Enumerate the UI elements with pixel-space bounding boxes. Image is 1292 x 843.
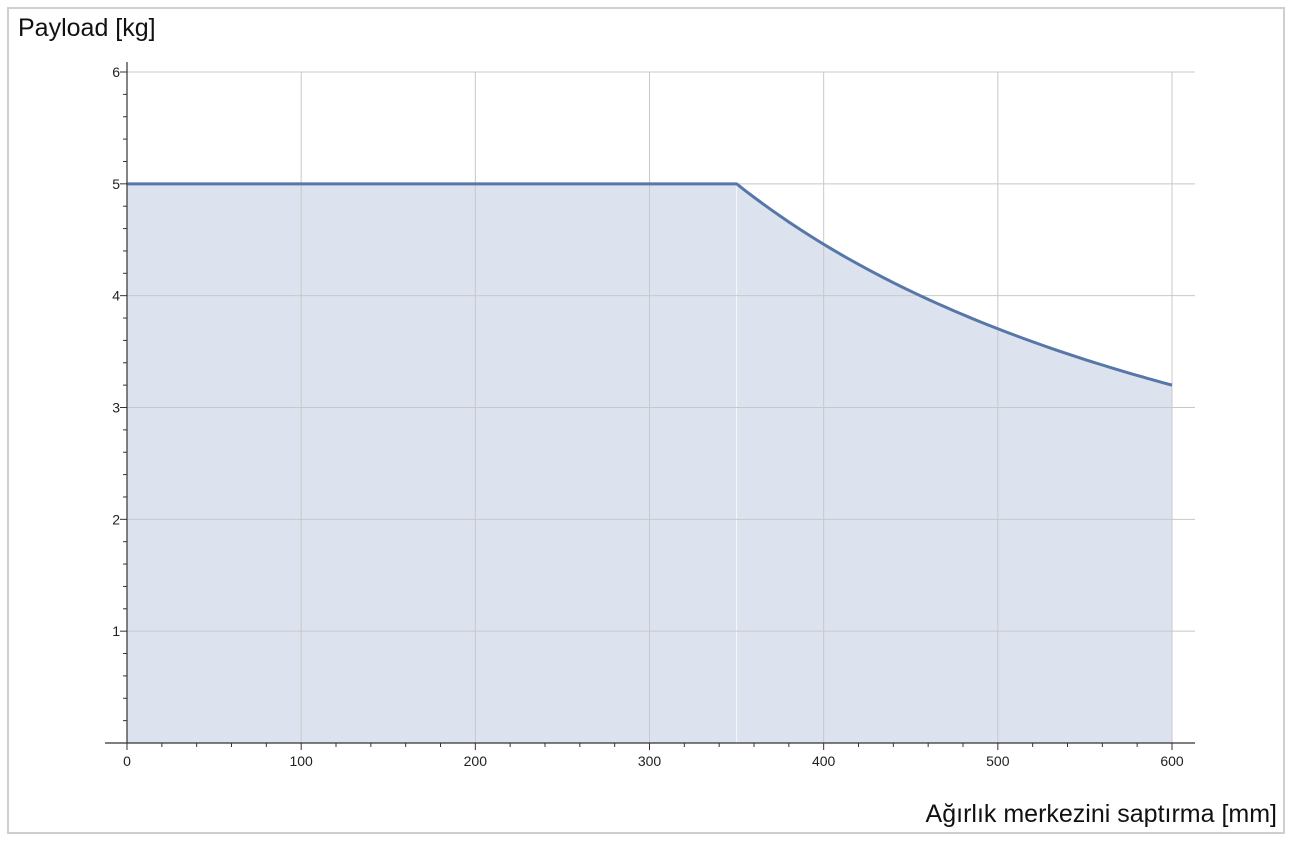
y-axis-label: Payload [kg] [18,14,156,42]
x-tick-label: 100 [289,753,313,769]
x-axis-label: Ağırlık merkezini saptırma [mm] [925,800,1277,828]
y-tick-label: 6 [112,64,120,80]
x-tick-label: 0 [123,753,131,769]
y-tick-label: 5 [112,176,120,192]
x-tick-label: 400 [812,753,836,769]
x-tick-label: 600 [1160,753,1184,769]
y-tick-label: 2 [112,511,120,527]
y-tick-label: 4 [112,288,120,304]
x-tick-label: 300 [638,753,662,769]
x-tick-label: 200 [464,753,488,769]
x-tick-label: 500 [986,753,1010,769]
series-line [127,182,1173,387]
y-tick-label: 1 [112,623,120,639]
y-tick-label: 3 [112,400,120,416]
